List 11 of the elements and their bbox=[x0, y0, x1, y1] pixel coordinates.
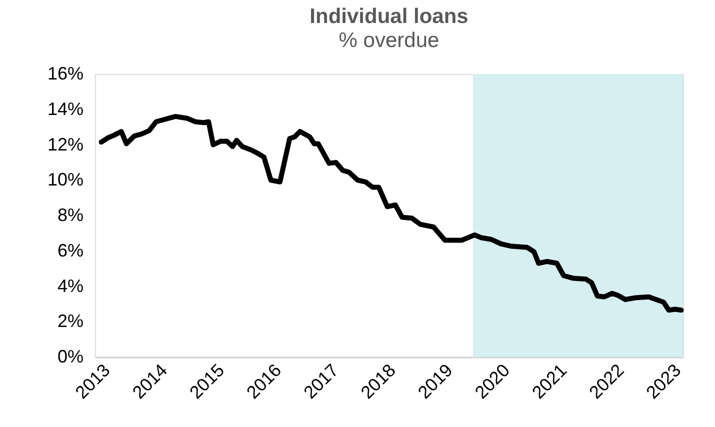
y-tick-label: 10% bbox=[47, 170, 84, 190]
chart-title: Individual loans bbox=[310, 5, 468, 28]
y-tick-label: 4% bbox=[57, 276, 84, 296]
y-tick-label: 2% bbox=[57, 311, 84, 332]
y-tick-label: 6% bbox=[57, 240, 84, 260]
y-tick-label: 16% bbox=[47, 64, 84, 84]
chart-subtitle: % overdue bbox=[338, 29, 440, 52]
y-tick-label: 8% bbox=[57, 205, 84, 225]
y-tick-label: 0% bbox=[57, 346, 84, 366]
y-tick-label: 12% bbox=[47, 134, 84, 154]
y-tick-label: 14% bbox=[47, 98, 84, 119]
